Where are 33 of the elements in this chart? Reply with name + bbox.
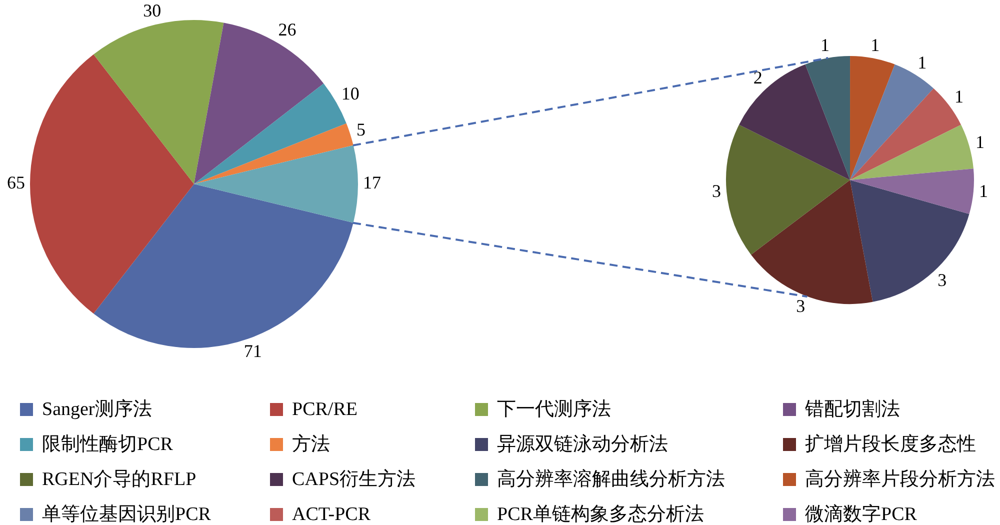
legend-label: PCR/RE [292,398,358,420]
legend-label: 高分辨率片段分析方法 [805,468,995,490]
data-label: 3 [796,296,806,316]
legend-label: 单等位基因识别PCR [42,504,211,525]
data-label: 1 [979,181,988,202]
data-label: 5 [356,120,366,140]
data-label: 1 [820,34,830,55]
data-label: 65 [7,172,25,193]
data-label: 1 [975,132,984,152]
legend-label: CAPS衍生方法 [292,468,416,490]
data-label: 2 [753,68,762,88]
legend-label: 扩增片段长度多态性 [805,434,976,456]
legend-label: 微滴数字PCR [805,504,917,525]
legend-label: PCR单链构象多态分析法 [497,504,704,525]
data-label: 26 [278,20,296,40]
legend-label: RGEN介导的RFLP [42,468,196,490]
data-label: 1 [870,34,880,55]
legend-label: 异源双链泳动分析法 [497,434,668,456]
legend-label: 下一代测序法 [497,398,611,420]
data-label: 30 [143,0,162,20]
legend-label: Sanger测序法 [42,398,152,420]
data-label: 1 [918,52,927,72]
data-label: 3 [712,181,721,202]
legend-label: 限制性酶切PCR [42,434,173,456]
legend-label: 高分辨率溶解曲线分析方法 [497,468,725,490]
data-label: 71 [244,340,262,361]
data-label: 17 [363,172,381,193]
data-label: 10 [341,83,360,104]
legend-label: ACT-PCR [292,504,370,525]
data-label: 3 [938,270,947,290]
legend-label: 错配切割法 [805,398,900,420]
legend-label: 方法 [292,434,330,456]
data-label: 1 [954,86,964,107]
